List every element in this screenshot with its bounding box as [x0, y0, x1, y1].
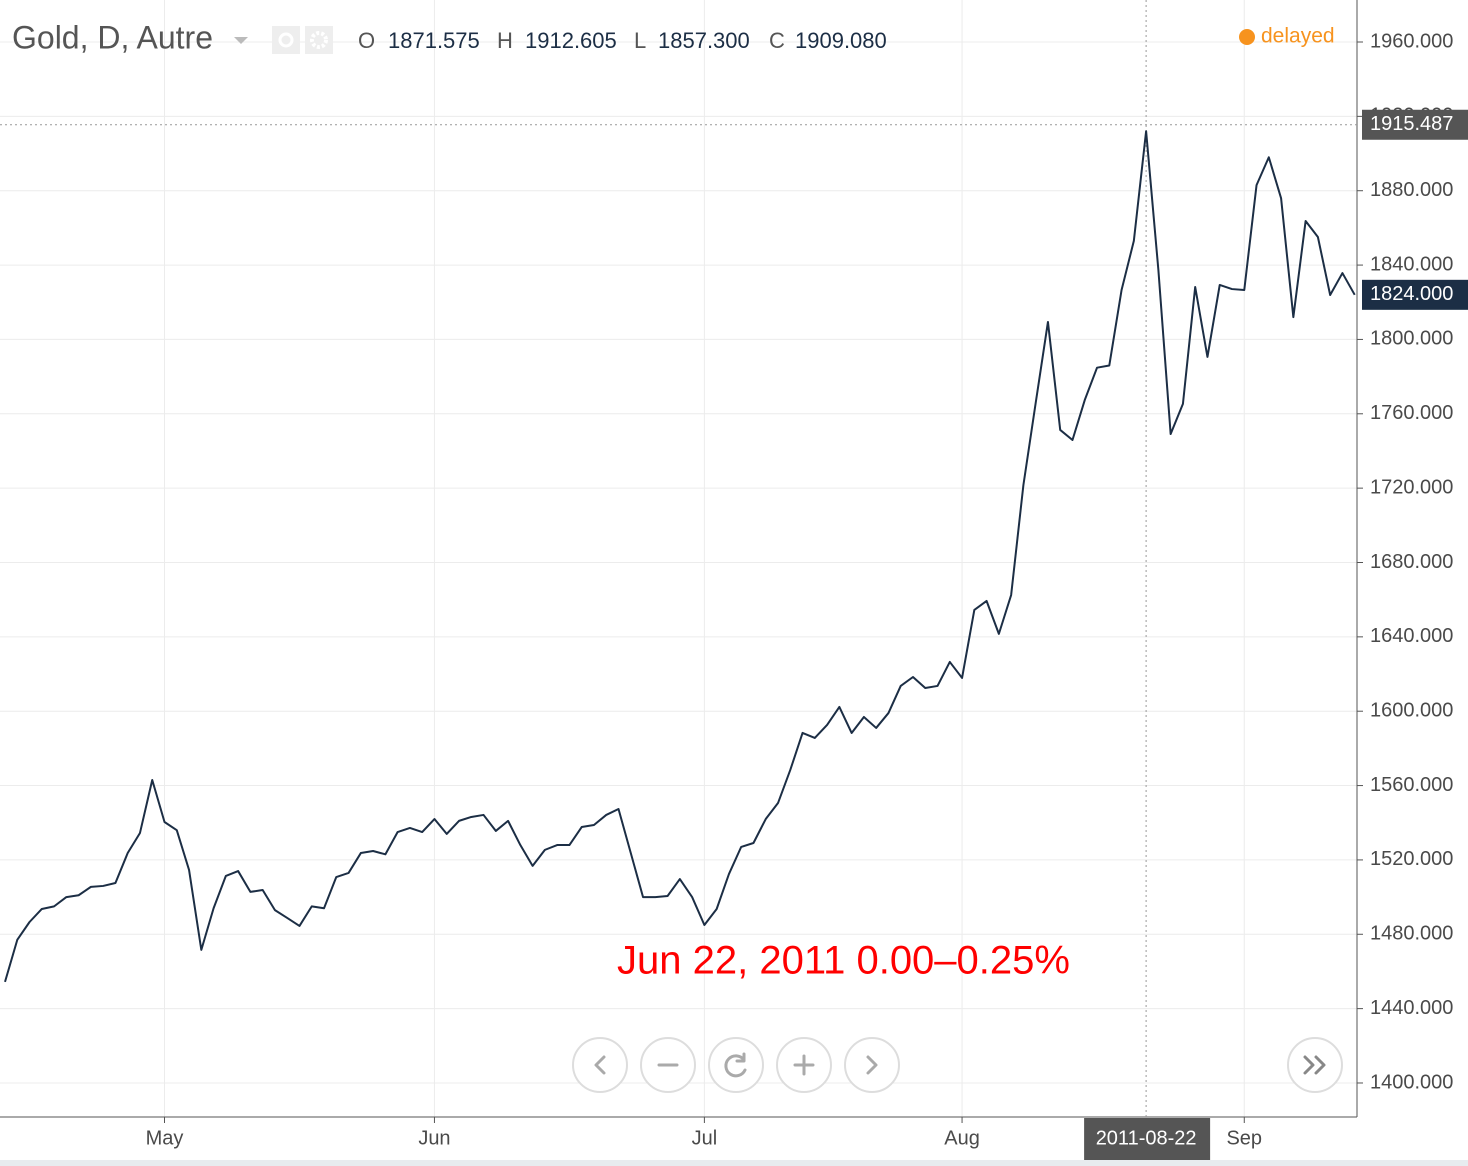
right-icon: [866, 1055, 878, 1075]
y-tick-label: 1480.000: [1370, 923, 1453, 945]
chart-title: Gold, D, Autre: [12, 19, 213, 55]
x-tick-label: Jul: [692, 1127, 718, 1149]
y-tick-label: 1440.000: [1370, 997, 1453, 1019]
end-icon: [1303, 1055, 1326, 1075]
settings-button[interactable]: [305, 26, 333, 54]
gear-icon: [310, 31, 328, 49]
y-tick-label: 1640.000: [1370, 625, 1453, 647]
grid: [0, 0, 1357, 1117]
price-line: [4, 130, 1356, 983]
y-tick-label: 1720.000: [1370, 476, 1453, 498]
scroll-right-button[interactable]: [844, 1037, 900, 1093]
crosshair-date-label: 2011-08-22: [1096, 1127, 1197, 1149]
bottom-strip: [0, 1160, 1468, 1166]
scroll-left-button[interactable]: [572, 1037, 628, 1093]
ohlc-name: H: [497, 28, 513, 53]
visibility-button[interactable]: [272, 26, 300, 54]
y-tick-label: 1400.000: [1370, 1071, 1453, 1093]
last-price-box: [1362, 279, 1468, 310]
ohlc-value: 1857.300: [658, 28, 750, 53]
annotation: Jun 22, 2011 0.00–0.25%: [617, 939, 1070, 983]
y-tick-label: 1960.000: [1370, 30, 1453, 52]
reset-icon: [724, 1052, 747, 1078]
status-dot: [1239, 29, 1255, 45]
ohlc-value: 1912.605: [525, 28, 617, 53]
y-tick-label: 1600.000: [1370, 699, 1453, 721]
status: delayed: [1261, 25, 1335, 48]
plus-icon: [793, 1054, 815, 1076]
y-tick-label: 1520.000: [1370, 848, 1453, 870]
dropdown-arrow[interactable]: [234, 37, 248, 44]
ohlc-value: 1871.575: [388, 28, 480, 53]
y-tick-label: 1800.000: [1370, 328, 1453, 350]
x-tick-label: Sep: [1226, 1127, 1262, 1149]
ohlc-name: L: [634, 28, 646, 53]
ohlc-name: O: [358, 28, 375, 53]
eye-icon: [278, 32, 294, 48]
y-tick-label: 1760.000: [1370, 402, 1453, 424]
y-tick-label: 1680.000: [1370, 551, 1453, 573]
crosshair-date-box: [1084, 1118, 1211, 1160]
last-price-label: 1824.000: [1370, 283, 1453, 305]
ohlc-name: C: [769, 28, 785, 53]
left-icon: [594, 1055, 606, 1075]
plot: [0, 0, 1357, 1117]
x-tick-label: May: [146, 1127, 184, 1149]
x-tick-label: Jun: [418, 1127, 450, 1149]
reset-button[interactable]: [708, 1037, 764, 1093]
x-tick-label: Aug: [944, 1127, 980, 1149]
ohlc-value: 1909.080: [795, 28, 887, 53]
y-tick-label: 1880.000: [1370, 179, 1453, 201]
scroll-end-button[interactable]: [1287, 1037, 1343, 1093]
crosshair-price-label: 1915.487: [1370, 113, 1453, 135]
y-tick-label: 1560.000: [1370, 774, 1453, 796]
y-tick-label: 1840.000: [1370, 253, 1453, 275]
crosshair-price-box: [1362, 109, 1468, 140]
ohlc: O 1871.575 H 1912.605 L 1857.300 C 1909.080: [358, 28, 887, 53]
